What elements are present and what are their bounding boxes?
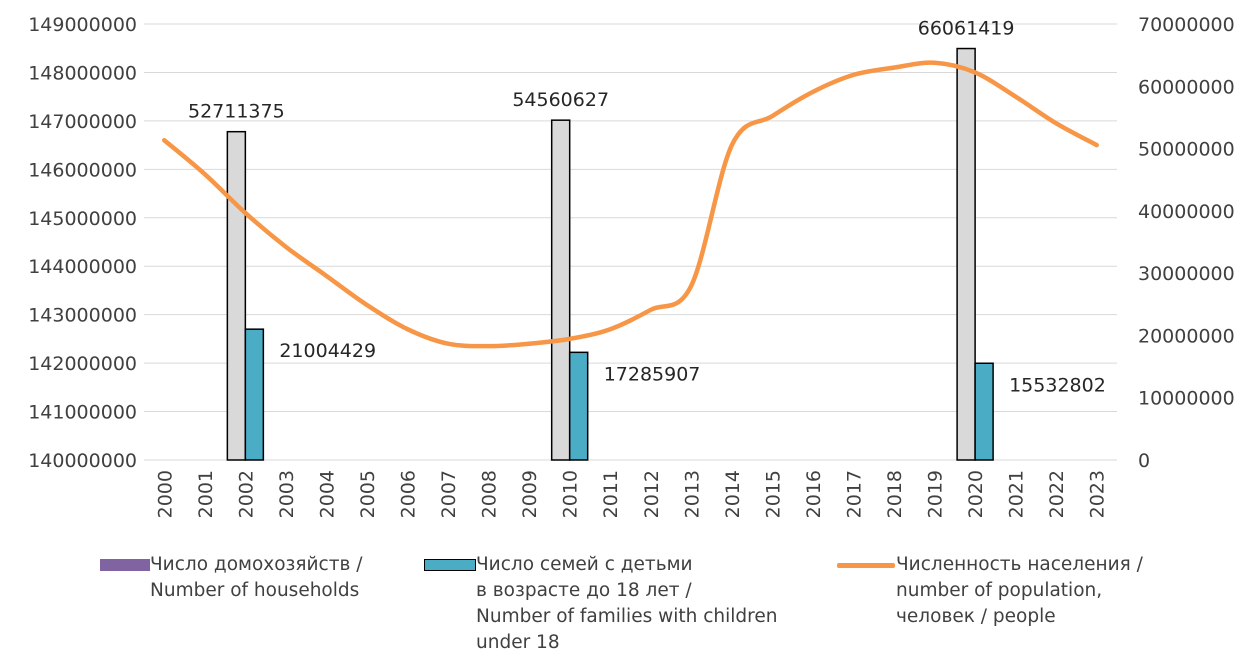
bars — [226, 47, 994, 461]
x-tick-label: 2000 — [154, 470, 176, 518]
x-tick-label: 2010 — [560, 470, 582, 518]
x-tick-label: 2007 — [438, 470, 460, 518]
x-tick-label: 2023 — [1087, 470, 1109, 518]
left-y-tick-label: 143000000 — [28, 305, 137, 327]
legend-swatch — [837, 563, 895, 568]
x-tick-label: 2004 — [316, 470, 338, 518]
left-y-tick-label: 147000000 — [28, 111, 137, 133]
left-y-tick-label: 140000000 — [28, 450, 137, 472]
right-y-tick-label: 60000000 — [1138, 76, 1235, 98]
legend-text-line: в возрасте до 18 лет / — [476, 580, 692, 601]
left-y-axis: 140000000 141000000 142000000 143000000 1440… — [28, 14, 137, 472]
x-tick-label: 2020 — [965, 470, 987, 518]
families-bar — [568, 351, 589, 461]
households-bar — [956, 47, 976, 461]
x-tick-label: 2001 — [195, 470, 217, 518]
x-tick-label: 2019 — [925, 470, 947, 518]
households-data-label: 54560627 — [512, 89, 609, 111]
legend-text-line: under 18 — [476, 632, 560, 653]
data-labels: 52711375 21004429 54560627 17285907 66061419… — [188, 18, 1106, 397]
right-y-tick-label: 10000000 — [1138, 388, 1235, 410]
x-tick-label: 2017 — [843, 470, 865, 518]
x-tick-label: 2003 — [276, 470, 298, 518]
population-series-line — [162, 60, 1099, 349]
families-data-label: 15532802 — [1009, 374, 1106, 396]
left-y-tick-label: 144000000 — [28, 256, 137, 278]
households-data-label: 66061419 — [918, 18, 1015, 40]
x-tick-label: 2012 — [641, 470, 663, 518]
families-data-label: 17285907 — [604, 363, 701, 385]
families-bar — [974, 362, 994, 461]
x-tick-label: 2022 — [1046, 470, 1068, 518]
x-tick-label: 2009 — [519, 470, 541, 518]
legend-text-line: Число домохозяйств / — [150, 554, 363, 575]
left-y-tick-label: 141000000 — [28, 402, 137, 424]
legend-text-line: Number of families with children — [476, 606, 778, 627]
legend-text-line: Численность населения / — [896, 554, 1143, 575]
x-tick-label: 2005 — [357, 470, 379, 518]
right-y-tick-label: 30000000 — [1138, 263, 1235, 285]
households-data-label: 52711375 — [188, 101, 285, 123]
legend-text-line: Число семей с детьми — [476, 554, 693, 575]
legend-swatch — [424, 559, 476, 571]
x-tick-label: 2021 — [1006, 470, 1028, 518]
x-axis: 2000 2001 2002 2003 2004 2005 2006 2007 2008 2009… — [154, 470, 1108, 518]
gridlines — [144, 23, 1117, 461]
x-tick-label: 2011 — [600, 470, 622, 518]
right-y-tick-label: 40000000 — [1138, 201, 1235, 223]
families-bar — [244, 328, 265, 461]
x-tick-label: 2006 — [398, 470, 420, 518]
chart: 2000 2001 2002 2003 2004 2005 2006 2007 2008 2009… — [28, 14, 1235, 518]
left-y-tick-label: 145000000 — [28, 208, 137, 230]
population-line — [162, 60, 1099, 349]
right-y-axis: 0 10000000 20000000 30000000 40000000 5000000… — [1138, 14, 1235, 472]
left-y-tick-label: 142000000 — [28, 353, 137, 375]
right-y-tick-label: 70000000 — [1138, 14, 1235, 36]
left-y-tick-label: 146000000 — [28, 159, 137, 181]
right-y-tick-label: 0 — [1138, 450, 1150, 472]
households-bar — [550, 119, 571, 461]
x-tick-label: 2018 — [884, 470, 906, 518]
x-tick-label: 2013 — [681, 470, 703, 518]
x-tick-label: 2016 — [803, 470, 825, 518]
x-tick-label: 2008 — [479, 470, 501, 518]
right-y-tick-label: 50000000 — [1138, 139, 1235, 161]
right-y-tick-label: 20000000 — [1138, 325, 1235, 347]
families-data-label: 21004429 — [279, 340, 376, 362]
x-tick-label: 2014 — [722, 470, 744, 518]
legend-swatch — [100, 559, 150, 571]
x-tick-label: 2015 — [762, 470, 784, 518]
x-tick-label: 2002 — [235, 470, 257, 518]
left-y-tick-label: 149000000 — [28, 14, 137, 36]
households-bar — [226, 130, 247, 461]
left-y-tick-label: 148000000 — [28, 62, 137, 84]
legend-text-line: number of population, — [896, 580, 1103, 601]
legend-text-line: Number of households — [150, 580, 360, 601]
legend-text-line: человек / people — [896, 606, 1056, 627]
